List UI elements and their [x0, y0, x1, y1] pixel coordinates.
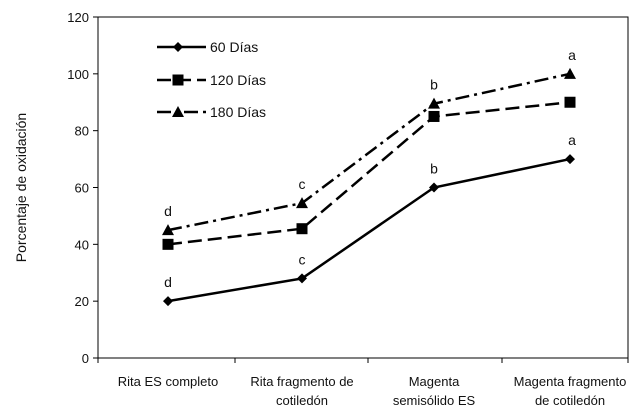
x-tick-label: Magenta: [409, 374, 460, 389]
series-line: [167, 72, 571, 232]
data-point: [297, 273, 307, 284]
x-tick-label: de cotiledón: [535, 393, 605, 408]
x-tick-label: Magenta fragmento: [514, 374, 627, 389]
legend-marker: [172, 74, 184, 86]
y-tick-label: 40: [75, 237, 89, 252]
significance-letter: a: [568, 47, 576, 63]
data-point: [564, 96, 576, 108]
x-tick-label: Rita fragmento de: [250, 374, 353, 389]
annotation-layer: d c b a d c b a: [164, 47, 576, 290]
y-tick-label: 80: [75, 124, 89, 139]
series-layer: [162, 67, 576, 307]
data-point: [163, 296, 173, 307]
significance-letter: a: [568, 132, 576, 148]
significance-letter: b: [430, 77, 438, 93]
y-tick-label: 100: [67, 67, 89, 82]
plot-border: [97, 16, 629, 359]
series-2: [162, 96, 576, 250]
data-point: [428, 110, 440, 122]
legend-label: 180 Días: [210, 104, 266, 120]
series-1: [163, 154, 575, 307]
data-point: [429, 182, 439, 193]
x-tick-label: Rita ES completo: [118, 374, 218, 389]
data-point: [162, 224, 174, 236]
data-point: [296, 197, 308, 209]
significance-letter: d: [164, 203, 172, 219]
x-axis: Rita ES completo Rita fragmento de cotiled…: [97, 358, 629, 408]
significance-letter: d: [164, 274, 172, 290]
legend-marker: [173, 42, 183, 52]
data-point: [162, 238, 174, 250]
series-line: [167, 101, 571, 246]
data-point: [296, 223, 308, 235]
y-tick-label: 60: [75, 181, 89, 196]
data-point: [564, 67, 576, 79]
y-tick-label: 120: [67, 10, 89, 25]
y-axis: 0 20 40 60 80 100 120: [67, 10, 98, 366]
series-3: [162, 67, 576, 236]
series-line: [167, 157, 571, 303]
legend: 60 Días 120 Días 180 Días: [157, 39, 266, 120]
significance-letter: c: [299, 251, 306, 267]
data-point: [565, 154, 575, 165]
significance-letter: c: [299, 176, 306, 192]
x-tick-label: semisólido ES: [393, 393, 476, 408]
significance-letter: b: [430, 161, 438, 177]
x-tick-label: cotiledón: [276, 393, 328, 408]
legend-marker: [172, 106, 184, 117]
y-tick-label: 0: [82, 351, 89, 366]
data-point: [428, 97, 440, 109]
y-tick-label: 20: [75, 294, 89, 309]
legend-label: 120 Días: [210, 72, 266, 88]
plot-frame: [97, 16, 629, 359]
legend-label: 60 Días: [210, 39, 258, 55]
y-axis-title: Porcentaje de oxidación: [13, 113, 29, 262]
